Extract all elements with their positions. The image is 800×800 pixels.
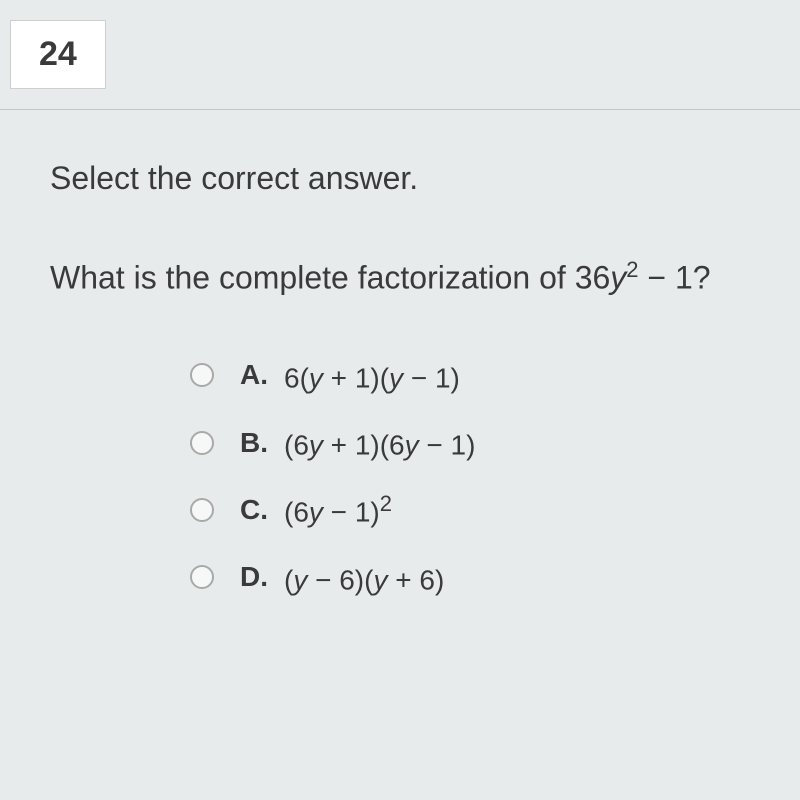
question-var1: y: [610, 260, 626, 296]
opt-v1: y: [309, 497, 323, 528]
opt-mid2: + 6): [387, 564, 444, 595]
option-letter: C.: [240, 494, 284, 526]
opt-mid2: − 1): [419, 429, 476, 460]
option-c[interactable]: C. (6y − 1)2: [190, 491, 770, 528]
opt-mid1: + 1)(6: [323, 429, 405, 460]
opt-sup: 2: [380, 491, 392, 516]
radio-icon[interactable]: [190, 565, 214, 589]
question-sup1: 2: [626, 257, 638, 282]
question-number: 24: [39, 35, 77, 73]
opt-mid1: − 1): [323, 497, 380, 528]
radio-icon[interactable]: [190, 498, 214, 522]
option-a[interactable]: A. 6(y + 1)(y − 1): [190, 357, 770, 394]
opt-pre: (6: [284, 497, 309, 528]
opt-mid1: + 1)(: [323, 362, 389, 393]
option-b[interactable]: B. (6y + 1)(6y − 1): [190, 424, 770, 461]
opt-v2: y: [373, 564, 387, 595]
question-number-box: 24: [10, 20, 106, 89]
opt-mid2: − 1): [403, 362, 460, 393]
option-content: (6y + 1)(6y − 1): [284, 424, 475, 461]
instruction-text: Select the correct answer.: [50, 160, 770, 197]
option-content: (6y − 1)2: [284, 491, 392, 528]
option-content: (y − 6)(y + 6): [284, 559, 444, 596]
opt-pre: (: [284, 564, 293, 595]
question-prompt: What is the complete factorization of 36…: [50, 257, 770, 297]
opt-v1: y: [293, 564, 307, 595]
opt-pre: (6: [284, 429, 309, 460]
options-list: A. 6(y + 1)(y − 1) B. (6y + 1)(6y − 1) C…: [50, 357, 770, 596]
question-post: − 1?: [639, 260, 711, 296]
radio-icon[interactable]: [190, 431, 214, 455]
question-content: Select the correct answer. What is the c…: [0, 110, 800, 656]
opt-mid1: − 6)(: [307, 564, 373, 595]
opt-v1: y: [309, 429, 323, 460]
option-d[interactable]: D. (y − 6)(y + 6): [190, 559, 770, 596]
radio-icon[interactable]: [190, 363, 214, 387]
option-content: 6(y + 1)(y − 1): [284, 357, 460, 394]
option-letter: A.: [240, 359, 284, 391]
option-letter: D.: [240, 561, 284, 593]
opt-v2: y: [405, 429, 419, 460]
option-letter: B.: [240, 427, 284, 459]
opt-pre: 6(: [284, 362, 309, 393]
opt-v1: y: [309, 362, 323, 393]
question-pre: What is the complete factorization of 36: [50, 260, 610, 296]
opt-v2: y: [389, 362, 403, 393]
